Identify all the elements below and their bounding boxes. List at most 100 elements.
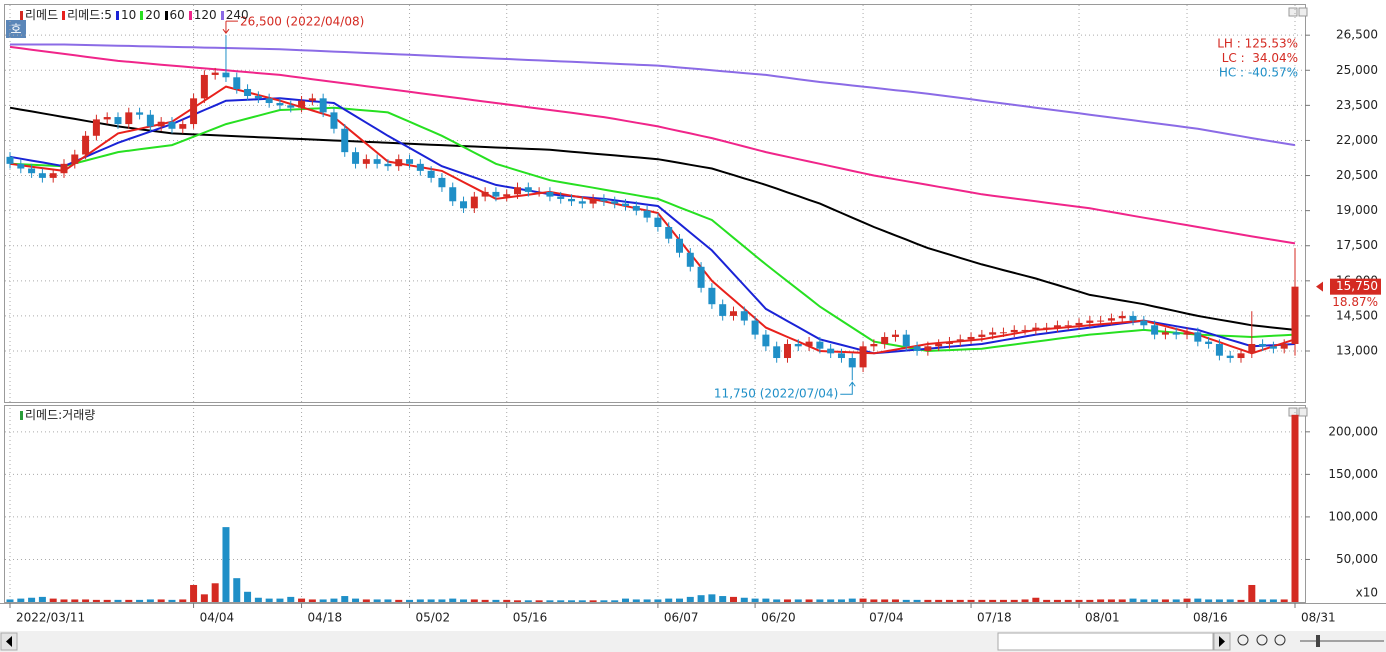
volume-bar: [935, 599, 943, 602]
volume-bar: [848, 598, 856, 602]
candle-body: [1161, 332, 1169, 335]
candle-body: [632, 205, 640, 211]
candle-body: [1118, 315, 1126, 319]
volume-bar: [514, 600, 522, 602]
candle-body: [222, 72, 230, 78]
change-label: 18.87%: [1332, 295, 1378, 309]
volume-bar: [654, 599, 662, 602]
volume-bar: [470, 599, 478, 602]
candle-body: [1021, 329, 1029, 331]
candle-body: [449, 187, 457, 202]
candle-body: [837, 353, 845, 359]
candle-body: [1151, 325, 1159, 335]
candle-body: [384, 163, 392, 167]
candle-body: [460, 201, 468, 209]
volume-bar: [989, 599, 997, 602]
zoom-in[interactable]: [1256, 634, 1268, 646]
volume-bar: [460, 599, 468, 602]
legend-text: 20: [145, 8, 161, 22]
x-tick-label: 07/18: [977, 611, 1012, 625]
volume-bar: [373, 599, 381, 602]
candle-body: [1215, 343, 1223, 356]
volume-bar: [794, 599, 802, 602]
volume-bar: [28, 597, 36, 602]
volume-bar: [1032, 597, 1040, 602]
ma-line: [9, 85, 1296, 355]
candle-body: [82, 135, 90, 155]
volume-bar: [675, 598, 683, 602]
volume-bar: [1086, 599, 1094, 602]
arrow-right: [1219, 636, 1225, 647]
volume-bar: [136, 599, 144, 602]
volume-bar: [546, 600, 554, 602]
candle-body: [157, 121, 165, 127]
candle-body: [395, 159, 403, 167]
y-tick-label: 100,000: [1328, 509, 1378, 523]
volume-bar: [416, 599, 424, 602]
candle-body: [729, 311, 737, 316]
candle-body: [341, 128, 349, 153]
volume-bar: [568, 600, 576, 602]
panel-buttons[interactable]: [1288, 7, 1308, 417]
scroll-thumb[interactable]: [997, 632, 1214, 651]
candle-body: [330, 112, 338, 129]
candle-body: [686, 252, 694, 267]
zoom-reset[interactable]: [1274, 634, 1286, 646]
candle-body: [956, 339, 964, 342]
legend-text: 리메드:거래량: [25, 408, 96, 422]
candle-body: [1097, 320, 1105, 322]
candle-body: [1086, 320, 1094, 323]
close-button[interactable]: [1298, 407, 1308, 417]
y-tick-label: 200,000: [1328, 424, 1378, 438]
candle-body: [6, 156, 14, 164]
candle-body: [1269, 346, 1277, 349]
candle-body: [1291, 286, 1299, 344]
zoom-out[interactable]: [1237, 634, 1249, 646]
minimize-button[interactable]: [1288, 407, 1298, 417]
legend-marker: [20, 10, 23, 20]
arrow-left: [6, 636, 12, 647]
close-button[interactable]: [1298, 7, 1308, 17]
volume-bar: [611, 600, 619, 602]
candle-body: [373, 159, 381, 164]
candle-body: [622, 203, 630, 206]
candle-body: [114, 117, 122, 125]
volume-bar: [254, 597, 262, 602]
candle-body: [1237, 353, 1245, 359]
scrollbar[interactable]: [0, 631, 1386, 652]
legend-marker: [115, 10, 119, 20]
y-tick-label: 13,000: [1336, 344, 1378, 358]
volume-bar: [1118, 599, 1126, 602]
candle-body: [1248, 343, 1256, 354]
volume-bar: [1097, 599, 1105, 602]
ma-line: [9, 106, 1296, 331]
legend-text: 120: [193, 8, 217, 22]
candle-body: [1140, 320, 1148, 326]
y-tick-label: 19,000: [1336, 203, 1378, 217]
volume-bar: [1205, 599, 1213, 602]
x-tick-label: 07/04: [869, 611, 904, 625]
y-tick-label: 17,500: [1336, 238, 1378, 252]
x-tick-label: 04/18: [308, 611, 343, 625]
legend-item: 60: [164, 8, 185, 22]
volume-bar: [1269, 599, 1277, 602]
volume-bar: [308, 599, 316, 602]
minimize-button[interactable]: [1288, 7, 1298, 17]
candle-body: [1075, 322, 1083, 326]
volume-bar: [622, 598, 630, 602]
volume-bar: [352, 598, 360, 602]
candle-body: [665, 227, 673, 239]
candle-body: [859, 346, 867, 368]
volume-bar: [686, 596, 694, 602]
last-price-label: 15,750: [1336, 279, 1378, 293]
zoom-handle[interactable]: [1316, 635, 1320, 647]
volume-bar: [1107, 599, 1115, 602]
candle-body: [427, 170, 435, 178]
volume-bar: [319, 599, 327, 602]
y-tick-label: 50,000: [1336, 552, 1378, 566]
stat-label: HC : -40.57%: [1219, 66, 1298, 80]
candle-body: [600, 198, 608, 202]
candle-body: [891, 334, 899, 337]
volume-bar: [190, 584, 198, 602]
volume-bar: [924, 599, 932, 602]
